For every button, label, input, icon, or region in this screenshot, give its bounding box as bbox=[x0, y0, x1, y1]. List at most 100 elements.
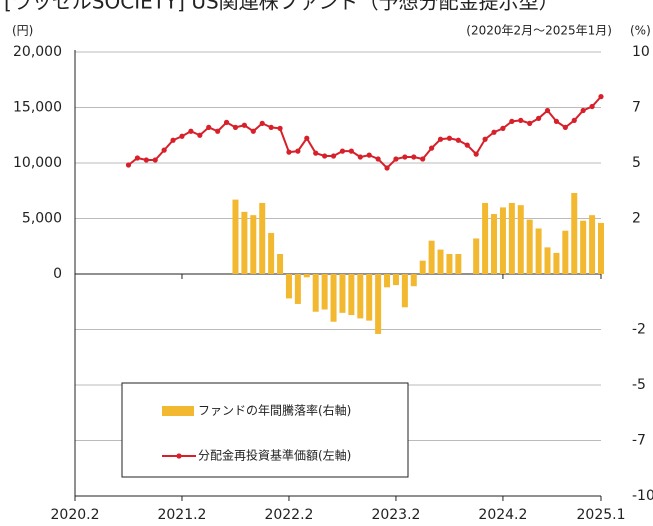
bar bbox=[562, 230, 569, 274]
y2-tick-label: -7 bbox=[632, 433, 646, 449]
point bbox=[241, 122, 247, 128]
legend-label: ファンドの年間騰落率(右軸) bbox=[198, 403, 351, 418]
bar bbox=[294, 274, 301, 304]
point bbox=[197, 132, 203, 138]
point bbox=[420, 156, 426, 162]
bar bbox=[491, 214, 498, 274]
bar bbox=[232, 199, 239, 274]
point bbox=[348, 148, 354, 154]
point bbox=[322, 153, 328, 159]
bar bbox=[508, 202, 515, 274]
point bbox=[527, 120, 533, 126]
chart-title: [ラッセルSOCIETY] US関連株ファンド（予想分配金提示型） bbox=[4, 0, 559, 14]
y2-tick-label: 5 bbox=[632, 155, 641, 171]
point bbox=[188, 128, 194, 134]
point bbox=[491, 129, 497, 135]
point bbox=[134, 155, 141, 161]
point bbox=[125, 162, 132, 168]
x-tick-label: 2020.2 bbox=[51, 507, 100, 523]
bar bbox=[321, 274, 328, 310]
point bbox=[206, 124, 212, 130]
point bbox=[446, 135, 453, 141]
point bbox=[313, 150, 319, 156]
bar bbox=[598, 222, 604, 274]
point bbox=[535, 115, 542, 121]
point bbox=[437, 136, 444, 142]
bar bbox=[330, 274, 337, 322]
point bbox=[152, 157, 158, 163]
bar bbox=[535, 228, 542, 274]
y-tick-label: 15,000 bbox=[13, 100, 62, 116]
point bbox=[518, 117, 524, 123]
bar bbox=[482, 202, 489, 274]
point bbox=[277, 125, 283, 131]
x-tick-label: 2024.2 bbox=[478, 507, 527, 523]
bar bbox=[428, 240, 435, 274]
point bbox=[295, 148, 301, 154]
legend-label: 分配金再投資基準価額(左軸) bbox=[198, 448, 351, 463]
legend-swatch bbox=[162, 406, 194, 416]
x-tick-label: 2023.2 bbox=[371, 507, 420, 523]
point bbox=[384, 165, 390, 171]
point bbox=[375, 156, 381, 162]
point bbox=[357, 154, 363, 160]
bar bbox=[571, 192, 578, 274]
y2-tick-label: 2 bbox=[632, 211, 641, 227]
y-tick-label: 10,000 bbox=[13, 155, 62, 171]
bar bbox=[392, 274, 399, 286]
point bbox=[464, 142, 470, 148]
point bbox=[286, 149, 292, 155]
point bbox=[143, 157, 149, 163]
point bbox=[179, 133, 185, 139]
y2-tick-label: -10 bbox=[632, 488, 653, 504]
bar bbox=[312, 274, 319, 312]
point bbox=[544, 107, 551, 114]
bar bbox=[553, 252, 560, 274]
point bbox=[429, 145, 435, 151]
point bbox=[500, 125, 506, 131]
point bbox=[455, 137, 461, 143]
x-tick-label: 2022.2 bbox=[264, 507, 313, 523]
y-unit: (円) bbox=[12, 24, 33, 38]
legend-box bbox=[121, 382, 409, 478]
legend-swatch bbox=[176, 453, 182, 459]
x-tick-label: 2021.2 bbox=[157, 507, 206, 523]
point bbox=[402, 154, 408, 160]
bar bbox=[241, 211, 248, 274]
bar bbox=[339, 274, 346, 313]
bar bbox=[348, 274, 355, 316]
y2-unit: (%) bbox=[630, 24, 651, 38]
point bbox=[161, 147, 167, 153]
bar bbox=[268, 232, 275, 274]
bar bbox=[446, 254, 453, 274]
point bbox=[473, 151, 479, 157]
bar bbox=[526, 219, 533, 274]
y2-tick-label: -5 bbox=[632, 377, 646, 393]
bar bbox=[499, 207, 506, 274]
bar bbox=[303, 274, 310, 278]
bar bbox=[473, 238, 480, 274]
point bbox=[589, 103, 595, 110]
y2-tick-label: 7 bbox=[632, 100, 641, 116]
point bbox=[598, 94, 604, 100]
point bbox=[223, 119, 230, 125]
bar bbox=[250, 215, 257, 274]
bar bbox=[357, 274, 364, 319]
y-tick-label: 0 bbox=[53, 266, 62, 282]
point bbox=[259, 120, 265, 126]
point bbox=[482, 136, 488, 142]
point bbox=[562, 124, 568, 130]
point bbox=[571, 117, 577, 123]
bar bbox=[580, 220, 587, 274]
point bbox=[411, 154, 417, 160]
point bbox=[268, 124, 274, 130]
bar bbox=[277, 254, 284, 274]
point bbox=[330, 153, 337, 159]
bar bbox=[366, 274, 373, 321]
y2-tick-label: 10 bbox=[632, 44, 650, 60]
point bbox=[339, 148, 346, 154]
point bbox=[393, 156, 399, 162]
bar bbox=[285, 274, 292, 299]
bar bbox=[401, 274, 408, 308]
